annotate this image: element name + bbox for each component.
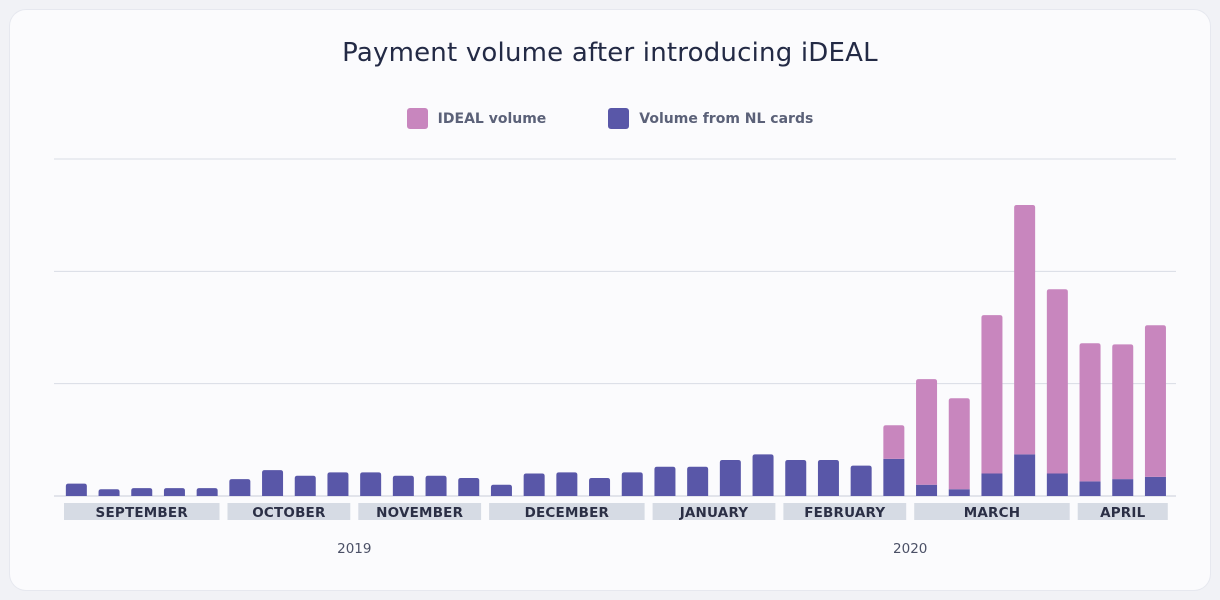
bar-nl-cards-2: [98, 489, 120, 496]
month-band: [914, 503, 1070, 520]
chart-legend: IDEAL volume Volume from NL cards: [0, 108, 1220, 129]
bar-ideal-30: [1014, 205, 1036, 455]
bar-nl-cards-21: [719, 460, 741, 496]
month-label: OCTOBER: [252, 505, 326, 521]
bar-nl-cards-19: [654, 466, 676, 496]
month-label: SEPTEMBER: [96, 505, 189, 521]
legend-label-nl-cards: Volume from NL cards: [639, 110, 814, 127]
bar-nl-cards-11: [392, 475, 414, 496]
month-label: FEBRUARY: [804, 505, 885, 521]
bar-nl-cards-12: [425, 475, 447, 496]
bar-nl-cards-10: [360, 472, 382, 496]
month-bands: SEPTEMBER OCTOBER NOVEMBER DECEMBER JANUARY F…: [64, 503, 1168, 521]
bar-nl-cards-23: [785, 460, 807, 496]
bar-nl-cards-28: [948, 489, 970, 496]
bar-nl-cards-1: [65, 483, 87, 496]
bar-nl-cards-33: [1112, 479, 1134, 496]
bar-nl-cards-9: [327, 472, 349, 496]
bar-nl-cards-3: [131, 488, 153, 496]
bar-nl-cards-24: [817, 460, 839, 496]
month-label: DECEMBER: [525, 505, 610, 521]
year-label: 2019: [337, 541, 371, 557]
bars: [65, 205, 1166, 496]
bar-ideal-32: [1079, 343, 1101, 482]
bar-ideal-29: [981, 315, 1003, 474]
bar-nl-cards-17: [589, 478, 611, 496]
month-band: [783, 503, 907, 520]
legend-swatch-ideal: [406, 108, 428, 129]
bar-ideal-27: [916, 379, 938, 485]
month-label: JANUARY: [679, 505, 749, 521]
month-band: [489, 503, 645, 520]
bar-nl-cards-25: [850, 465, 872, 496]
legend-label-ideal: IDEAL volume: [437, 110, 547, 127]
month-band: [227, 503, 351, 520]
bar-nl-cards-18: [621, 472, 643, 496]
gridlines: [54, 158, 1176, 497]
bar-nl-cards-15: [523, 473, 545, 496]
bar-nl-cards-6: [229, 479, 251, 496]
bar-nl-cards-31: [1046, 473, 1068, 496]
bar-nl-cards-34: [1144, 476, 1166, 496]
bar-nl-cards-4: [163, 488, 185, 496]
month-label: NOVEMBER: [376, 505, 463, 521]
bar-ideal-28: [948, 398, 970, 490]
month-label: MARCH: [964, 505, 1020, 521]
bar-nl-cards-27: [916, 484, 938, 496]
bar-ideal-33: [1112, 344, 1134, 480]
bar-nl-cards-7: [262, 470, 284, 496]
bar-nl-cards-5: [196, 488, 218, 496]
bar-nl-cards-8: [294, 475, 316, 496]
bar-nl-cards-22: [752, 454, 774, 496]
month-band: [64, 503, 220, 520]
month-band: [358, 503, 482, 520]
bar-ideal-31: [1046, 289, 1068, 474]
month-band: [1077, 503, 1168, 520]
legend-swatch-nl-cards: [608, 108, 630, 129]
bar-nl-cards-14: [490, 484, 512, 496]
month-label: APRIL: [1100, 505, 1146, 521]
bar-nl-cards-20: [687, 466, 709, 496]
bar-ideal-26: [883, 425, 905, 459]
bar-nl-cards-30: [1014, 454, 1036, 496]
bar-nl-cards-29: [981, 473, 1003, 496]
bar-nl-cards-13: [458, 478, 480, 496]
year-label: 2020: [893, 541, 927, 557]
bar-nl-cards-26: [883, 458, 905, 496]
chart-title: Payment volume after introducing iDEAL: [342, 38, 878, 68]
legend-item-nl-cards: Volume from NL cards: [608, 108, 813, 129]
bar-nl-cards-16: [556, 472, 578, 496]
legend-item-ideal: IDEAL volume: [406, 108, 547, 129]
year-labels: 2019 2020: [337, 541, 927, 557]
bar-nl-cards-32: [1079, 481, 1101, 496]
bar-ideal-34: [1144, 325, 1166, 477]
month-band: [652, 503, 776, 520]
